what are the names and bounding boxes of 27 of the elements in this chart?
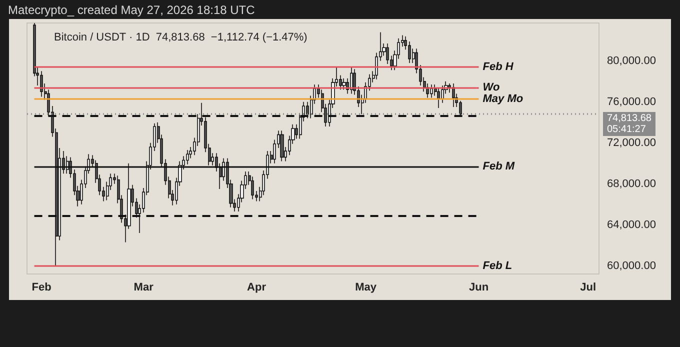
y-tick-label: 64,000.00 [607,218,656,231]
y-tick-label: 76,000.00 [607,96,656,108]
ref-line-label: Feb H [482,61,514,74]
x-tick-label: Apr [247,282,267,294]
ref-line-label: Wo [482,82,500,94]
x-tick-label: Jun [468,282,489,294]
x-tick-label: May [355,282,378,294]
candlestick [342,78,346,90]
y-tick-label: 80,000.00 [607,54,656,67]
candlestick [280,130,284,162]
candlestick [452,83,455,108]
x-tick-label: Jul [580,282,596,294]
candlestick [40,70,43,98]
candlestick [437,87,440,108]
ref-line-label: Feb M [482,160,516,172]
text: Matecrypto_ created May 27, 2026 18:18 UTC [8,3,255,17]
ref-line-label: May Mo [482,92,524,105]
candlestick [430,84,433,98]
x-tick-label: Mar [134,282,154,294]
ref-line-label: Feb L [482,260,512,272]
ref-line-label: 74,813.68 05:41:27 [607,113,652,136]
x-tick-label: Feb [32,282,52,294]
y-tick-label: 68,000.00 [607,178,656,190]
y-tick-label: 60,000.00 [607,260,656,272]
y-tick-label: 72,000.00 [607,136,656,149]
candlestick [350,66,353,94]
text: Bitcoin / USDT · 1D 74,813.68 −1,112.74 (−1.47%) [54,32,308,44]
